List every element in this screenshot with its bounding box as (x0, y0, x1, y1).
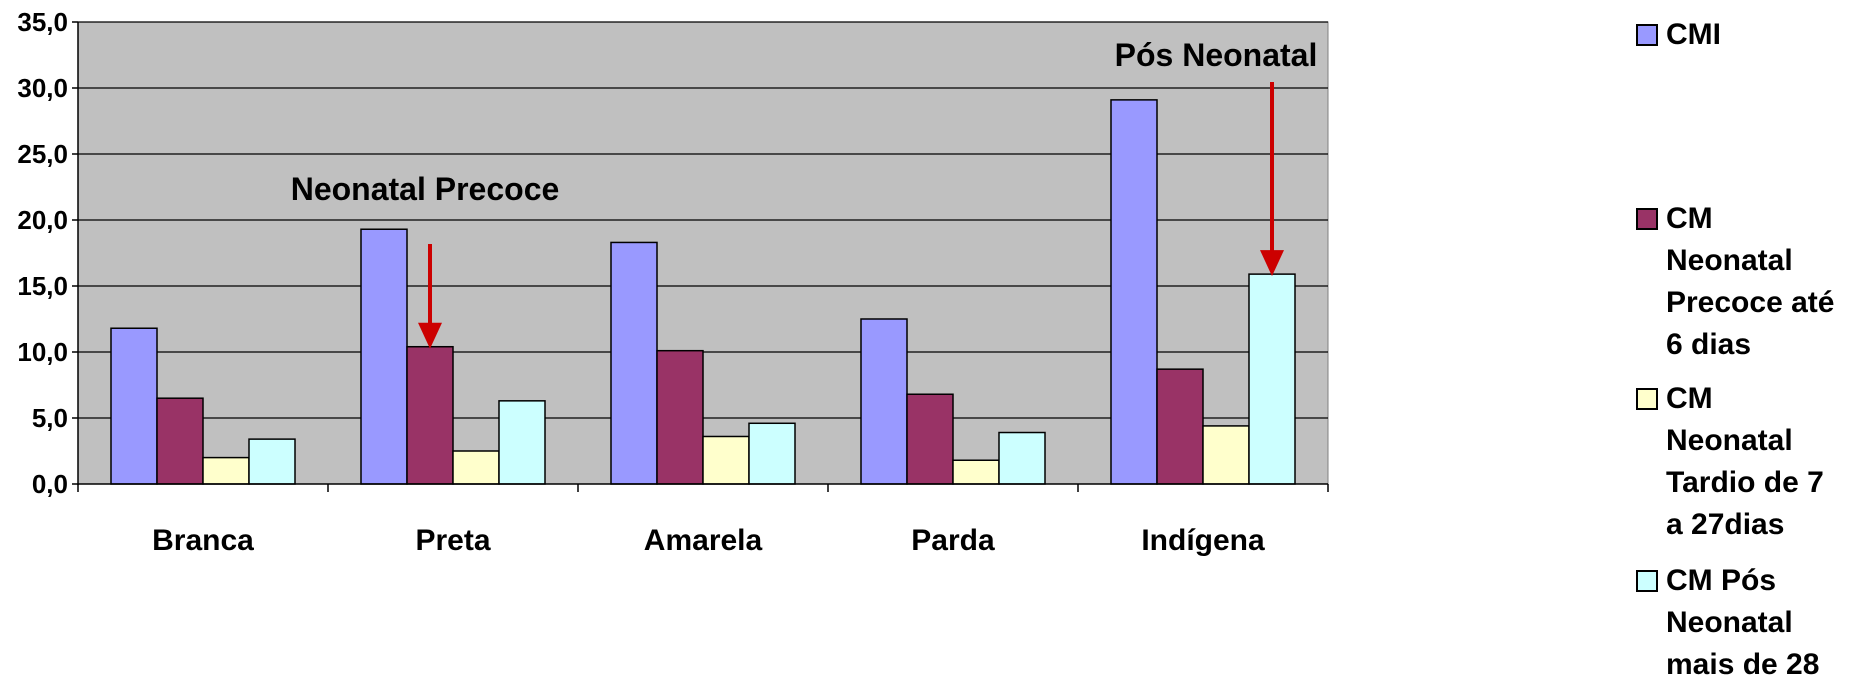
annotation-arrow-head (418, 322, 442, 349)
bar-indigena-series-1 (1110, 99, 1158, 485)
bar-preta-series-2 (406, 345, 454, 485)
legend: CMI CM Neonatal Precoce até 6 dias CM Ne… (1636, 0, 1858, 696)
bar-branca-series-4 (248, 438, 296, 485)
bar-amarela-series-2 (656, 349, 704, 485)
y-tick-label: 15,0 (17, 271, 68, 301)
annotations: Neonatal Precoce Pós Neonatal (291, 37, 1318, 349)
y-tick-label: 5,0 (32, 403, 68, 433)
x-label-indigena: Indígena (1141, 524, 1265, 557)
bar-preta-series-4 (498, 400, 546, 485)
y-tick-label: 25,0 (17, 139, 68, 169)
bar-amarela-series-1 (610, 241, 658, 485)
y-tick-label: 20,0 (17, 205, 68, 235)
bar-preta-series-1 (360, 228, 408, 485)
x-label-branca: Branca (152, 524, 254, 557)
legend-swatch-pos-neonatal (1636, 570, 1658, 592)
bar-indigena-series-2 (1156, 368, 1204, 485)
legend-label-neonatal-tardio: CM Neonatal Tardio de 7 a 27dias (1666, 382, 1824, 541)
y-axis-ticks: 0,0 5,0 10,0 15,0 20,0 25,0 30,0 35,0 (17, 7, 78, 499)
axes (77, 22, 1329, 492)
bars (110, 99, 1296, 485)
bar-amarela-series-3 (702, 435, 750, 485)
annotation-neonatal-precoce: Neonatal Precoce (291, 171, 560, 207)
bar-parda-series-1 (860, 318, 908, 485)
legend-item-cmi: CMI (1636, 14, 1846, 56)
bar-parda-series-3 (952, 459, 1000, 485)
bar-parda-series-4 (998, 431, 1046, 485)
legend-swatch-neonatal-precoce (1636, 208, 1658, 230)
annotation-pos-neonatal: Pós Neonatal (1115, 37, 1318, 73)
bar-branca-series-2 (156, 397, 204, 485)
bar-indigena-series-4 (1248, 273, 1296, 485)
bar-branca-series-1 (110, 327, 158, 485)
x-label-parda: Parda (911, 524, 995, 557)
legend-swatch-cmi (1636, 24, 1658, 46)
x-axis-labels: Branca Preta Amarela Parda Indígena (152, 524, 1265, 557)
legend-swatch-neonatal-tardio (1636, 388, 1658, 410)
y-tick-label: 10,0 (17, 337, 68, 367)
annotation-arrow-head (1260, 250, 1284, 277)
x-label-preta: Preta (415, 524, 490, 557)
legend-item-pos-neonatal: CM Pós Neonatal mais de 28 (1636, 560, 1846, 686)
legend-item-neonatal-precoce: CM Neonatal Precoce até 6 dias (1636, 198, 1846, 366)
legend-item-neonatal-tardio: CM Neonatal Tardio de 7 a 27dias (1636, 378, 1846, 546)
bar-preta-series-3 (452, 450, 500, 485)
legend-label-pos-neonatal: CM Pós Neonatal mais de 28 (1666, 564, 1820, 681)
legend-label-cmi: CMI (1666, 18, 1721, 51)
bar-amarela-series-4 (748, 422, 796, 485)
x-label-amarela: Amarela (644, 524, 763, 557)
bar-parda-series-2 (906, 393, 954, 485)
y-tick-label: 35,0 (17, 7, 68, 37)
y-tick-label: 30,0 (17, 73, 68, 103)
y-tick-label: 0,0 (32, 469, 68, 499)
bar-chart: 0,0 5,0 10,0 15,0 20,0 25,0 30,0 35,0 Branca Pre… (17, 7, 1329, 557)
bar-indigena-series-3 (1202, 425, 1250, 485)
legend-label-neonatal-precoce: CM Neonatal Precoce até 6 dias (1666, 202, 1835, 361)
bar-branca-series-3 (202, 456, 250, 485)
